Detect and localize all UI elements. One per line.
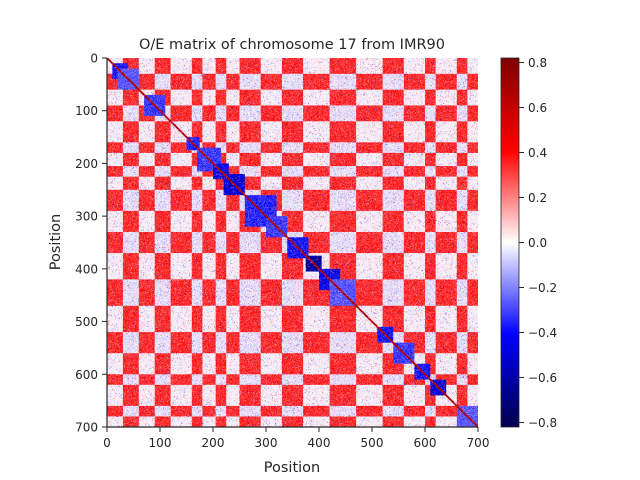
y-axis: 0 100 200 300 400 500 600 700 <box>75 52 108 435</box>
colorbar: −0.8 −0.6 −0.4 −0.2 0.0 0.2 0.4 0.6 0.8 <box>500 56 557 430</box>
y-axis-label: Position <box>48 214 64 270</box>
x-tick-label: 700 <box>467 436 490 450</box>
colorbar-tick-label: −0.8 <box>528 416 557 430</box>
colorbar-tick-label: 0.8 <box>528 56 547 70</box>
y-tick-label: 700 <box>75 421 98 435</box>
x-axis: 0 100 200 300 400 500 600 700 <box>103 426 490 450</box>
y-tick-label: 200 <box>75 157 98 171</box>
y-tick-label: 300 <box>75 210 98 224</box>
x-tick-label: 200 <box>202 436 225 450</box>
colorbar-gradient <box>501 58 519 427</box>
colorbar-tick-label: 0.0 <box>528 236 547 250</box>
x-tick-label: 100 <box>149 436 172 450</box>
y-tick-label: 500 <box>75 315 98 329</box>
colorbar-ticks: −0.8 −0.6 −0.4 −0.2 0.0 0.2 0.4 0.6 0.8 <box>519 56 557 430</box>
colorbar-tick-label: 0.2 <box>528 191 547 205</box>
y-tick-label: 600 <box>75 368 98 382</box>
heatmap-panel <box>107 58 478 427</box>
x-tick-label: 0 <box>103 436 111 450</box>
heatmap-image <box>107 58 478 427</box>
colorbar-tick-label: 0.4 <box>528 146 547 160</box>
y-tick-label: 400 <box>75 262 98 276</box>
colorbar-tick-label: −0.4 <box>528 326 557 340</box>
colorbar-tick-label: −0.2 <box>528 281 557 295</box>
y-tick-label: 0 <box>90 52 98 66</box>
x-tick-label: 500 <box>361 436 384 450</box>
x-tick-label: 600 <box>414 436 437 450</box>
x-tick-label: 300 <box>255 436 278 450</box>
x-tick-label: 400 <box>308 436 331 450</box>
colorbar-tick-label: −0.6 <box>528 371 557 385</box>
y-tick-label: 100 <box>75 104 98 118</box>
chart-title: O/E matrix of chromosome 17 from IMR90 <box>139 37 445 53</box>
x-axis-label: Position <box>264 460 320 476</box>
colorbar-tick-label: 0.6 <box>528 101 547 115</box>
